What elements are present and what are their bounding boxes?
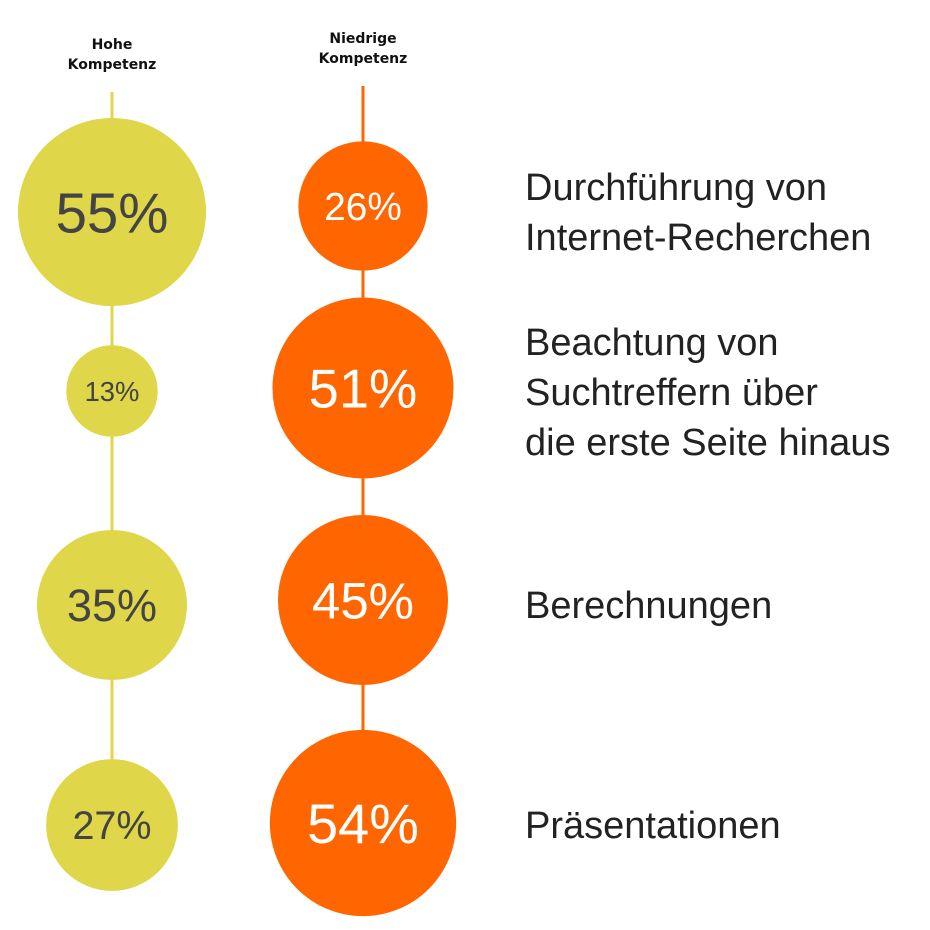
- category-label-line: Beachtung von: [525, 322, 779, 364]
- category-label-line: Berechnungen: [525, 585, 772, 627]
- category-label-line: die erste Seite hinaus: [525, 422, 890, 464]
- bubble-value-label: 54%: [307, 792, 419, 855]
- bubble-niedrige-3: [269, 729, 457, 917]
- series-header-line: Kompetenz: [319, 51, 408, 67]
- series-header-line: Hohe: [92, 37, 133, 53]
- series-header-line: Niedrige: [329, 31, 396, 47]
- bubble-hohe-3: [46, 759, 178, 891]
- category-label-line: Suchtreffern über: [525, 372, 818, 414]
- series-header-line: Kompetenz: [68, 57, 157, 73]
- bubble-value-label: 55%: [56, 181, 169, 244]
- category-label-line: Durchführung von: [525, 167, 827, 209]
- category-label-line: Präsentationen: [525, 805, 781, 847]
- bubble-value-label: 27%: [72, 804, 151, 848]
- bubble-hohe-1: [66, 345, 158, 437]
- bubble-value-label: 51%: [309, 359, 418, 420]
- bubble-value-label: 26%: [324, 186, 402, 229]
- bubble-hohe-2: [37, 530, 187, 680]
- bubble-niedrige-2: [277, 514, 449, 686]
- bubble-value-label: 35%: [67, 580, 157, 631]
- bubble-hohe-0: [18, 118, 206, 306]
- bubble-niedrige-0: [298, 141, 428, 271]
- category-label-line: Internet-Recherchen: [525, 217, 871, 259]
- bubble-value-label: 13%: [85, 376, 140, 407]
- bubble-value-label: 45%: [312, 572, 414, 629]
- bubble-niedrige-1: [272, 297, 454, 479]
